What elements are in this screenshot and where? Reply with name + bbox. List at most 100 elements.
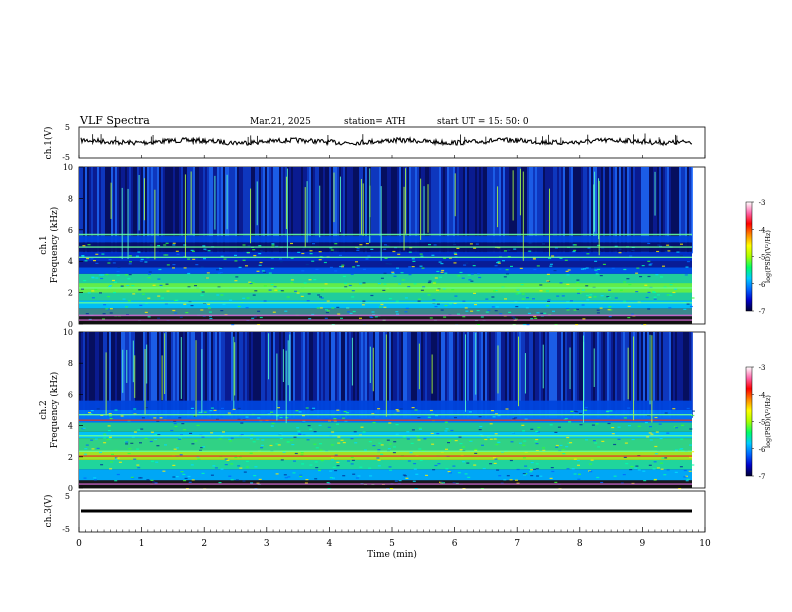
spectrogram-speckle xyxy=(564,259,568,261)
spectrogram-speckle xyxy=(404,297,408,299)
spectrogram-column xyxy=(609,332,611,418)
ch1-colorbar-tick-label: -6 xyxy=(759,281,766,289)
spectrogram-speckle xyxy=(105,273,109,276)
spectrogram-column xyxy=(147,332,149,418)
spectrogram-speckle xyxy=(175,299,179,301)
spectrogram-speckle xyxy=(656,467,660,469)
spectrogram-speckle xyxy=(85,313,89,315)
spectrogram-column xyxy=(137,167,139,254)
spectrogram-column xyxy=(639,332,641,418)
spectrogram-speckle xyxy=(103,433,107,435)
spectrogram-column xyxy=(271,332,273,418)
ch2-colorbar-tick-label: -3 xyxy=(759,364,766,372)
spectrogram-column xyxy=(125,167,127,254)
spectrogram-speckle xyxy=(477,323,480,325)
spectrogram-column xyxy=(249,167,251,254)
spectrogram-speckle xyxy=(492,457,496,459)
spectrogram-speckle xyxy=(676,251,680,253)
spectrogram-column xyxy=(233,167,235,254)
spectrogram-column xyxy=(319,332,321,418)
spectrogram-speckle xyxy=(415,473,419,475)
spectrogram-speckle xyxy=(442,288,446,290)
spectrogram-speckle xyxy=(247,245,251,247)
spectrogram-column xyxy=(473,332,475,418)
spectrogram-speckle xyxy=(173,448,177,450)
spectrogram-speckle xyxy=(150,479,154,481)
spectrogram-column xyxy=(79,332,81,418)
spectrogram-speckle xyxy=(242,480,246,482)
spectrogram-speckle xyxy=(213,409,217,411)
spectrogram-speckle xyxy=(628,284,632,286)
spectrogram-speckle xyxy=(352,310,356,313)
spectrogram-speckle xyxy=(344,282,347,285)
spectrogram-speckle xyxy=(200,266,204,268)
spectrogram-column xyxy=(237,167,239,254)
spectrogram-speckle xyxy=(164,303,168,305)
spectrogram-speckle xyxy=(340,317,343,319)
spectrogram-speckle xyxy=(141,293,145,295)
spectrogram-column xyxy=(661,167,663,254)
ch1-waveform-trace xyxy=(78,133,706,158)
spectrogram-speckle xyxy=(686,407,690,410)
spectrogram-column xyxy=(415,167,417,254)
spectrogram-speckle xyxy=(521,293,525,295)
spectrogram-speckle xyxy=(194,440,198,442)
spectrogram-speckle xyxy=(572,251,576,253)
ch1-colorbar-tick-label: -5 xyxy=(759,254,766,262)
spectrogram-column xyxy=(559,167,561,254)
spectrogram-speckle xyxy=(219,272,223,274)
time-tick-label: 1 xyxy=(139,539,145,549)
spectrogram-speckle xyxy=(421,267,425,269)
spectrogram-column xyxy=(305,167,307,254)
spectrogram-speckle xyxy=(555,446,559,448)
spectrogram-speckle xyxy=(596,309,600,311)
spectrogram-speckle xyxy=(601,247,605,249)
spectrogram-speckle xyxy=(157,295,161,297)
spectrogram-column xyxy=(567,167,569,254)
spectrogram-column xyxy=(511,332,513,418)
spectrogram-speckle xyxy=(173,423,177,425)
spectrogram-speckle xyxy=(448,472,452,474)
spectrogram-column xyxy=(353,167,355,254)
spectrogram-speckle xyxy=(669,294,673,296)
spectrogram-speckle xyxy=(461,277,465,279)
spectrogram-column xyxy=(533,332,535,418)
spectrogram-column xyxy=(665,167,667,254)
spectrogram-column xyxy=(313,332,315,418)
spectrogram-speckle xyxy=(561,295,565,297)
time-tick-label: 4 xyxy=(327,539,333,549)
spectrogram-speckle xyxy=(175,447,179,449)
spectrogram-speckle xyxy=(279,437,283,440)
spectrogram-speckle xyxy=(644,284,648,286)
spectrogram-speckle xyxy=(540,312,544,314)
spectrogram-speckle xyxy=(627,317,631,319)
spectrogram-column xyxy=(627,167,629,254)
spectrogram-column xyxy=(577,167,579,254)
spectrogram-speckle xyxy=(199,449,202,451)
spectrogram-speckle xyxy=(245,460,249,462)
spectrogram-column xyxy=(397,332,399,418)
spectrogram-speckle xyxy=(205,277,209,279)
spectrogram-speckle xyxy=(606,410,610,412)
spectrogram-speckle xyxy=(352,266,356,268)
spectrogram-speckle xyxy=(356,248,360,250)
spectrogram-column xyxy=(275,167,277,254)
spectrogram-speckle xyxy=(294,290,297,292)
spectrogram-speckle xyxy=(470,310,474,312)
spectrogram-speckle xyxy=(491,296,495,298)
spectrogram-column xyxy=(323,167,325,254)
spectrogram-speckle xyxy=(374,316,378,318)
spectrogram-band xyxy=(79,300,692,309)
spectrogram-speckle xyxy=(608,289,612,291)
spectrogram-column xyxy=(287,167,289,254)
spectrogram-column xyxy=(299,332,301,418)
spectrogram-column xyxy=(419,332,421,418)
ch3-ytick-bottom: -5 xyxy=(62,525,70,534)
spectrogram-column xyxy=(203,167,205,254)
spectrogram-column xyxy=(351,167,353,254)
spectrogram-speckle xyxy=(393,275,397,277)
spectrogram-speckle xyxy=(456,247,460,249)
spectrogram-speckle xyxy=(631,249,635,251)
spectrogram-speckle xyxy=(440,263,444,265)
spectrogram-speckle xyxy=(266,411,270,414)
